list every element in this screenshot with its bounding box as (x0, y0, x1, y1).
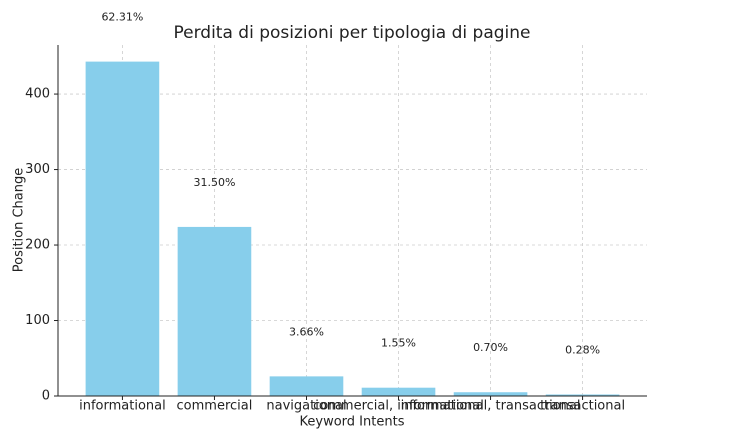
bar (85, 61, 160, 397)
y-tick-label: 100 (25, 313, 50, 328)
bar (269, 376, 344, 396)
bar-annotation: 31.50% (193, 176, 235, 189)
bar-annotation: 0.70% (473, 341, 508, 354)
bar-annotation: 1.55% (381, 337, 416, 350)
bar-annotation: 62.31% (101, 11, 143, 24)
x-axis-label: Keyword Intents (300, 415, 405, 430)
x-tick-label: informational (79, 399, 166, 414)
bar (177, 226, 252, 396)
bar (453, 392, 528, 396)
bar-annotation: 3.66% (289, 325, 324, 338)
x-tick-label: navigational (266, 399, 346, 414)
x-tick-label: transactional (540, 399, 625, 414)
y-tick-label: 200 (25, 238, 50, 253)
bar (545, 394, 620, 396)
y-tick-label: 0 (42, 389, 50, 404)
x-tick-label: commercial (177, 399, 253, 414)
y-axis-label: Position Change (12, 168, 27, 273)
x-tick-label: informational, transactional (401, 399, 581, 414)
y-tick-label: 400 (25, 87, 50, 102)
chart-title: Perdita di posizioni per tipologia di pa… (174, 23, 531, 43)
bar-annotation: 0.28% (565, 343, 600, 356)
y-tick-label: 300 (25, 162, 50, 177)
x-tick-label: commercial, informational (313, 399, 484, 414)
bar (361, 387, 436, 396)
